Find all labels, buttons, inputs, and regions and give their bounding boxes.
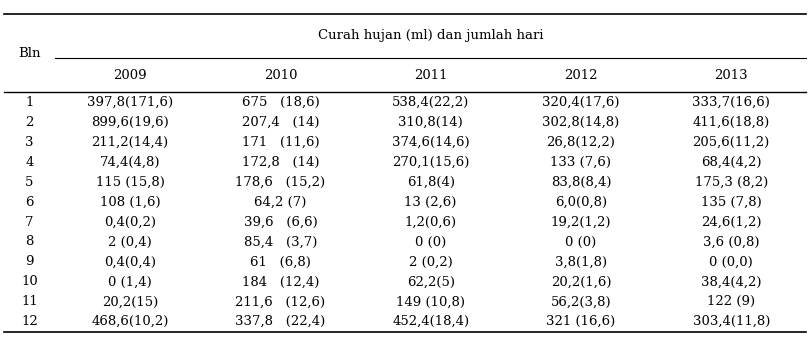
Text: 19,2(1,2): 19,2(1,2) [551,215,611,228]
Text: 2012: 2012 [564,69,598,82]
Text: 62,2(5): 62,2(5) [406,275,455,288]
Text: 207,4   (14): 207,4 (14) [242,116,319,129]
Text: 13 (2,6): 13 (2,6) [405,196,457,209]
Text: 452,4(18,4): 452,4(18,4) [392,315,469,328]
Text: Curah hujan (ml) dan jumlah hari: Curah hujan (ml) dan jumlah hari [318,29,544,42]
Text: 171   (11,6): 171 (11,6) [242,136,319,149]
Text: 122 (9): 122 (9) [707,295,755,308]
Text: 1,2(0,6): 1,2(0,6) [405,215,457,228]
Text: 26,8(12,2): 26,8(12,2) [546,136,616,149]
Text: 184   (12,4): 184 (12,4) [242,275,319,288]
Text: 20,2(15): 20,2(15) [102,295,158,308]
Text: 468,6(10,2): 468,6(10,2) [91,315,169,328]
Text: 6: 6 [25,196,34,209]
Text: 0 (1,4): 0 (1,4) [108,275,152,288]
Text: 8: 8 [25,235,34,249]
Text: Bln: Bln [19,47,40,60]
Text: 1: 1 [25,96,34,109]
Text: 320,4(17,6): 320,4(17,6) [542,96,620,109]
Text: 9: 9 [25,255,34,268]
Text: 374,6(14,6): 374,6(14,6) [392,136,469,149]
Text: 135 (7,8): 135 (7,8) [701,196,762,209]
Text: 2010: 2010 [263,69,297,82]
Text: 3,8(1,8): 3,8(1,8) [555,255,607,268]
Text: 74,4(4,8): 74,4(4,8) [100,156,160,169]
Text: 2 (0,4): 2 (0,4) [108,235,152,249]
Text: 64,2 (7): 64,2 (7) [255,196,306,209]
Text: 2: 2 [25,116,34,129]
Text: 302,8(14,8): 302,8(14,8) [542,116,620,129]
Text: 0,4(0,2): 0,4(0,2) [104,215,156,228]
Text: 178,6   (15,2): 178,6 (15,2) [235,175,326,189]
Text: 270,1(15,6): 270,1(15,6) [392,156,469,169]
Text: 11: 11 [21,295,38,308]
Text: 38,4(4,2): 38,4(4,2) [701,275,761,288]
Text: 899,6(19,6): 899,6(19,6) [91,116,169,129]
Text: 310,8(14): 310,8(14) [398,116,463,129]
Text: 20,2(1,6): 20,2(1,6) [551,275,611,288]
Text: 12: 12 [21,315,38,328]
Text: 7: 7 [25,215,34,228]
Text: 133 (7,6): 133 (7,6) [550,156,612,169]
Text: 0 (0): 0 (0) [415,235,446,249]
Text: 175,3 (8,2): 175,3 (8,2) [695,175,768,189]
Text: 115 (15,8): 115 (15,8) [95,175,165,189]
Text: 2013: 2013 [714,69,748,82]
Text: 68,4(4,2): 68,4(4,2) [701,156,761,169]
Text: 0 (0): 0 (0) [566,235,596,249]
Text: 172,8   (14): 172,8 (14) [242,156,319,169]
Text: 0,4(0,4): 0,4(0,4) [104,255,156,268]
Text: 211,6   (12,6): 211,6 (12,6) [235,295,326,308]
Text: 205,6(11,2): 205,6(11,2) [692,136,770,149]
Text: 211,2(14,4): 211,2(14,4) [91,136,169,149]
Text: 321 (16,6): 321 (16,6) [546,315,616,328]
Text: 6,0(0,8): 6,0(0,8) [555,196,607,209]
Text: 24,6(1,2): 24,6(1,2) [701,215,761,228]
Text: 411,6(18,8): 411,6(18,8) [692,116,770,129]
Text: 337,8   (22,4): 337,8 (22,4) [235,315,326,328]
Text: 39,6   (6,6): 39,6 (6,6) [243,215,318,228]
Text: 2009: 2009 [113,69,147,82]
Text: 56,2(3,8): 56,2(3,8) [550,295,612,308]
Text: 5: 5 [25,175,34,189]
Text: 303,4(11,8): 303,4(11,8) [692,315,770,328]
Text: 0 (0,0): 0 (0,0) [709,255,753,268]
Text: 85,4   (3,7): 85,4 (3,7) [244,235,317,249]
Text: 2011: 2011 [414,69,448,82]
Text: 3,6 (0,8): 3,6 (0,8) [703,235,760,249]
Text: 333,7(16,6): 333,7(16,6) [692,96,770,109]
Text: 675   (18,6): 675 (18,6) [242,96,319,109]
Text: 61   (6,8): 61 (6,8) [250,255,311,268]
Text: 108 (1,6): 108 (1,6) [99,196,161,209]
Text: 10: 10 [21,275,38,288]
Text: 4: 4 [25,156,34,169]
Text: 538,4(22,2): 538,4(22,2) [392,96,469,109]
Text: 83,8(8,4): 83,8(8,4) [551,175,611,189]
Text: 149 (10,8): 149 (10,8) [396,295,465,308]
Text: 3: 3 [25,136,34,149]
Text: 2 (0,2): 2 (0,2) [409,255,452,268]
Text: 397,8(171,6): 397,8(171,6) [87,96,173,109]
Text: 61,8(4): 61,8(4) [406,175,455,189]
